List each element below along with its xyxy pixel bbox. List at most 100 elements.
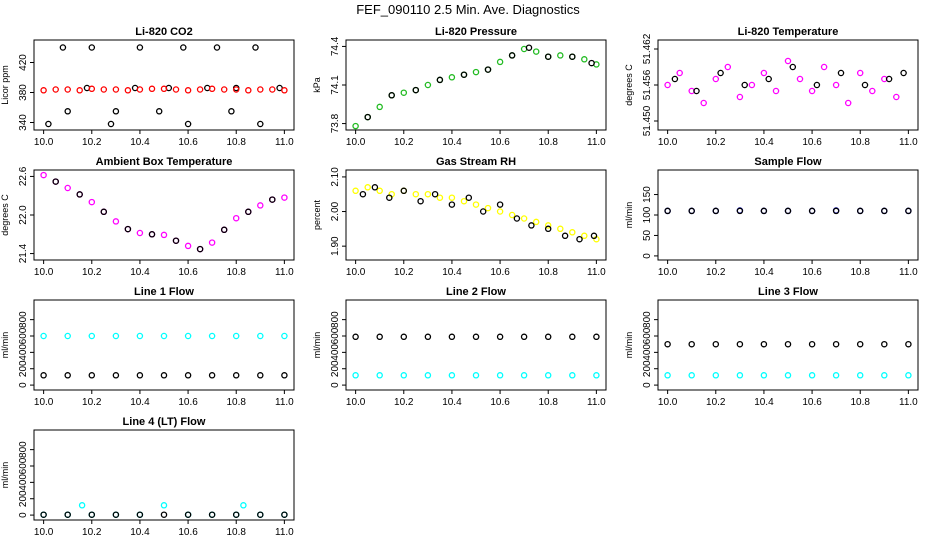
x-tick-label: 10.4 (130, 397, 150, 408)
figure-title: FEF_090110 2.5 Min. Ave. Diagnostics (356, 2, 580, 17)
data-point (257, 511, 264, 518)
data-point (760, 372, 768, 379)
y-tick-label: 51.462 (642, 33, 653, 64)
data-point (155, 108, 163, 115)
data-point (885, 75, 893, 83)
y-tick-label: 380 (18, 84, 29, 101)
x-tick-label: 10.2 (706, 397, 726, 408)
data-point (748, 81, 756, 89)
x-tick-label: 11.0 (587, 267, 606, 278)
data-point (765, 75, 772, 83)
data-point (172, 86, 180, 93)
panel-title: Line 2 Flow (446, 286, 506, 298)
data-point (160, 85, 168, 93)
x-tick-label: 11.0 (275, 137, 294, 148)
y-tick-label: 21.4 (18, 243, 29, 263)
data-point (112, 372, 120, 379)
data-point (424, 81, 432, 89)
data-point (208, 511, 216, 518)
y-tick-label: 400 (18, 474, 29, 491)
y-tick-label: 150 (642, 186, 653, 203)
data-point (736, 93, 744, 101)
y-tick-label: 600 (642, 327, 653, 344)
data-point (136, 229, 144, 237)
x-tick-label: 10.6 (178, 397, 198, 408)
data-point (88, 44, 96, 51)
data-point (900, 69, 907, 77)
data-point (508, 211, 516, 219)
data-point (208, 332, 216, 340)
panels: Li-820 CO2 Licor ppm 10.0 10.2 10.4 10.6 10.8 1… (0, 26, 919, 538)
data-point (664, 340, 671, 348)
series-2 (40, 85, 288, 94)
data-point (784, 207, 792, 215)
data-point (232, 372, 240, 379)
x-tick-label: 10.2 (82, 267, 102, 278)
data-point (76, 191, 83, 198)
y-tick-label: 0 (642, 253, 653, 259)
y-tick-label: 50 (642, 229, 653, 241)
x-tick-label: 10.2 (394, 137, 414, 148)
panel-title: Line 1 Flow (134, 286, 194, 298)
panel-1: Li-820 CO2 Licor ppm 10.0 10.2 10.4 10.6 10.8 1… (0, 26, 295, 148)
y-axis-label: ml/min (624, 202, 634, 229)
data-point (232, 214, 240, 222)
data-point (448, 372, 456, 379)
data-point (532, 218, 540, 226)
data-point (448, 333, 456, 341)
data-point (281, 332, 288, 340)
data-point (448, 194, 456, 201)
data-point (40, 511, 47, 518)
series-2 (352, 333, 600, 341)
panel-title: Li-820 CO2 (135, 26, 192, 38)
data-point (700, 99, 707, 107)
data-point (124, 225, 132, 233)
data-point (88, 332, 96, 340)
x-tick-label: 10.4 (754, 397, 774, 408)
y-axis-label: ml/min (0, 462, 10, 489)
x-tick-label: 10.4 (130, 137, 150, 148)
data-point (245, 208, 252, 216)
data-point (400, 333, 408, 341)
x-tick-label: 10.2 (82, 527, 102, 538)
data-point (837, 69, 845, 77)
data-point (544, 333, 552, 341)
data-point (160, 502, 168, 509)
data-point (496, 372, 504, 379)
x-tick-label: 10.0 (346, 267, 366, 278)
x-tick-label: 10.2 (706, 267, 726, 278)
data-point (232, 511, 240, 518)
x-tick-label: 10.6 (490, 137, 510, 148)
x-tick-label: 10.6 (490, 397, 510, 408)
data-point (184, 87, 192, 94)
data-point (736, 340, 744, 348)
data-point (593, 372, 600, 379)
data-point (352, 187, 359, 195)
x-tick-label: 10.0 (34, 137, 54, 148)
x-tick-label: 10.4 (754, 137, 774, 148)
y-tick-label: 340 (18, 114, 29, 131)
data-point (160, 372, 168, 379)
data-point (590, 232, 598, 240)
data-point (905, 207, 912, 215)
y-axis-label: ml/min (312, 332, 322, 359)
data-point (460, 71, 468, 78)
y-axis-label: kPa (312, 77, 322, 93)
data-point (112, 511, 120, 518)
data-point (208, 85, 216, 93)
panel-7: Line 1 Flow ml/min 10.0 10.2 10.4 10.6 10.8 11.… (0, 286, 295, 408)
data-point (376, 187, 383, 195)
data-point (688, 207, 695, 215)
x-tick-label: 10.8 (538, 137, 558, 148)
y-tick-label: 800 (18, 311, 29, 328)
y-axis-label: ml/min (0, 332, 10, 359)
data-point (784, 57, 792, 65)
data-point (136, 332, 144, 340)
x-tick-label: 10.8 (226, 527, 246, 538)
x-tick-label: 10.0 (658, 397, 678, 408)
data-point (712, 207, 720, 215)
data-point (520, 333, 528, 341)
data-point (581, 232, 588, 240)
data-point (581, 56, 588, 63)
